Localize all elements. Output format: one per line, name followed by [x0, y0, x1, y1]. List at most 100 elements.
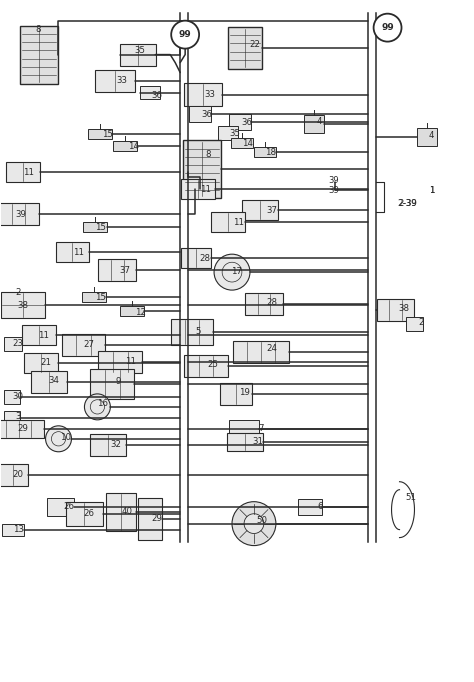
- Text: 38: 38: [17, 301, 28, 310]
- Text: 36: 36: [201, 110, 212, 119]
- Text: 37: 37: [120, 266, 131, 275]
- Text: 17: 17: [231, 267, 243, 276]
- Text: 1: 1: [428, 186, 434, 195]
- Text: 37: 37: [266, 206, 277, 215]
- Text: 39: 39: [15, 210, 26, 219]
- Text: 31: 31: [253, 437, 264, 446]
- Text: 28: 28: [200, 254, 210, 263]
- Text: 99: 99: [381, 23, 394, 32]
- Text: 5: 5: [195, 327, 201, 336]
- Bar: [19, 26, 57, 83]
- Bar: [138, 498, 162, 539]
- Text: 2: 2: [15, 288, 20, 297]
- Text: 2: 2: [419, 318, 424, 327]
- Bar: [140, 85, 160, 100]
- Bar: [171, 319, 213, 345]
- Bar: [113, 141, 137, 151]
- Circle shape: [171, 20, 199, 48]
- Text: 1: 1: [429, 186, 434, 195]
- Bar: [82, 292, 106, 302]
- Bar: [4, 390, 19, 404]
- Bar: [183, 140, 221, 198]
- Bar: [181, 179, 215, 199]
- Text: 15: 15: [95, 223, 106, 232]
- Text: 11: 11: [38, 331, 49, 340]
- Text: 8: 8: [36, 25, 41, 34]
- Text: 2-39: 2-39: [398, 198, 417, 208]
- Text: 39: 39: [328, 176, 339, 185]
- Text: 38: 38: [398, 303, 409, 312]
- Bar: [89, 130, 112, 139]
- Text: 22: 22: [249, 40, 260, 49]
- Text: 30: 30: [12, 392, 23, 402]
- Bar: [91, 369, 134, 399]
- Text: 16: 16: [97, 400, 108, 409]
- Bar: [304, 115, 324, 134]
- Text: 39: 39: [328, 186, 339, 195]
- Text: 4: 4: [317, 117, 322, 126]
- Bar: [4, 411, 19, 425]
- Bar: [46, 498, 74, 516]
- Bar: [2, 524, 24, 535]
- Text: 14: 14: [243, 139, 254, 148]
- Circle shape: [214, 254, 250, 290]
- Bar: [227, 433, 263, 451]
- Bar: [91, 434, 127, 456]
- Bar: [242, 201, 278, 220]
- Bar: [181, 248, 211, 268]
- Bar: [229, 115, 251, 130]
- Text: 7: 7: [258, 424, 264, 433]
- Circle shape: [84, 394, 110, 420]
- Bar: [376, 299, 414, 321]
- Bar: [99, 259, 137, 281]
- Bar: [106, 492, 137, 531]
- Circle shape: [374, 14, 401, 42]
- Text: 25: 25: [208, 361, 219, 370]
- Text: 10: 10: [60, 433, 71, 443]
- Text: 32: 32: [111, 441, 122, 449]
- Bar: [22, 325, 55, 345]
- Text: 29: 29: [152, 514, 163, 523]
- Text: 3: 3: [15, 413, 20, 421]
- Text: 33: 33: [117, 76, 128, 85]
- Bar: [231, 138, 253, 149]
- Text: 14: 14: [128, 142, 139, 151]
- Bar: [0, 203, 38, 225]
- Circle shape: [244, 514, 264, 533]
- Text: 21: 21: [40, 359, 51, 368]
- Circle shape: [232, 502, 276, 546]
- Bar: [405, 317, 423, 331]
- Bar: [254, 147, 276, 158]
- Text: 11: 11: [73, 248, 84, 256]
- Bar: [65, 502, 103, 526]
- Bar: [220, 383, 252, 405]
- Bar: [189, 106, 211, 123]
- Text: 29: 29: [17, 424, 28, 433]
- Text: 12: 12: [135, 308, 146, 316]
- Bar: [211, 212, 245, 233]
- Text: 50: 50: [256, 516, 267, 525]
- Text: 20: 20: [12, 470, 23, 479]
- Bar: [24, 353, 57, 373]
- Bar: [120, 44, 156, 65]
- Text: 8: 8: [205, 150, 211, 159]
- Bar: [228, 27, 262, 69]
- Text: 28: 28: [266, 297, 277, 307]
- Bar: [83, 222, 108, 233]
- Bar: [418, 128, 438, 147]
- Text: 26: 26: [63, 502, 74, 512]
- Text: 11: 11: [23, 168, 34, 177]
- Bar: [218, 126, 238, 140]
- Text: 13: 13: [13, 525, 24, 534]
- Text: 15: 15: [102, 130, 113, 139]
- Text: 34: 34: [48, 376, 59, 385]
- Text: 11: 11: [125, 357, 136, 366]
- Bar: [0, 464, 27, 486]
- Text: 19: 19: [238, 388, 249, 398]
- Bar: [245, 293, 283, 315]
- Bar: [0, 292, 45, 318]
- Bar: [31, 371, 66, 393]
- Text: 36: 36: [241, 118, 253, 127]
- Text: 15: 15: [95, 293, 106, 301]
- Bar: [95, 70, 135, 91]
